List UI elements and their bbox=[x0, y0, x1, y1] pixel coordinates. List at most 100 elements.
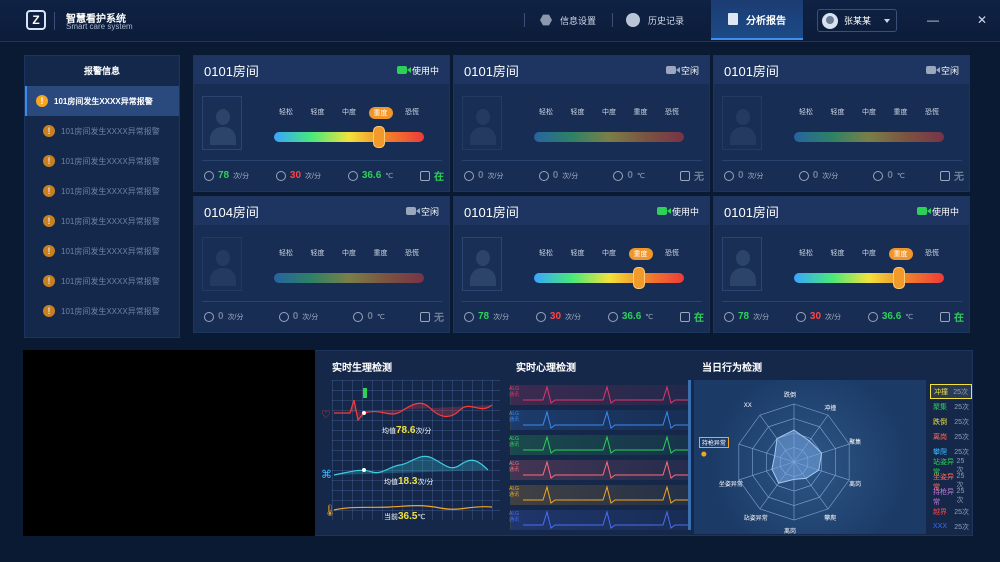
ecg-wave bbox=[523, 435, 691, 454]
room-name: 0104房间 bbox=[204, 204, 259, 220]
level-label: 中度 bbox=[602, 250, 616, 257]
behavior-item[interactable]: 站姿异常 25次 bbox=[930, 458, 972, 476]
history-icon bbox=[626, 13, 640, 27]
close-button[interactable]: ✕ bbox=[976, 13, 988, 27]
heart-rate: 0 次/分 bbox=[724, 170, 764, 181]
level-label: 重度 bbox=[888, 248, 913, 260]
heart-rate: 0 次/分 bbox=[204, 311, 244, 322]
alarm-item[interactable]: ! 101房间发生XXXX异常报警 bbox=[25, 236, 179, 266]
behavior-item[interactable]: 坐姿异常 25次 bbox=[930, 473, 972, 491]
nav-history[interactable]: 历史记录 bbox=[626, 0, 684, 40]
ecg-tag: ALG 通讯 bbox=[509, 461, 520, 473]
app-logo: Z bbox=[26, 10, 46, 30]
stress-bar bbox=[274, 126, 424, 148]
behavior-count: 25次 bbox=[956, 458, 965, 474]
ecg-wave bbox=[523, 385, 691, 404]
ecg-wave bbox=[523, 460, 691, 479]
ecg-row: ALG 通讯 bbox=[509, 485, 691, 505]
alarm-item[interactable]: ! 101房间发生XXXX异常报警 bbox=[25, 176, 179, 206]
room-card[interactable]: 0101房间 使用中 轻松 轻度 中度 重度 恐慌 78 次/分 30 次/分 36.6 ℃ 在 bbox=[713, 196, 970, 333]
vitals-row: 78 次/分 30 次/分 36.6 ℃ 在 bbox=[724, 309, 964, 324]
behavior-item[interactable]: 越界 25次 bbox=[930, 504, 972, 519]
behavior-item[interactable]: 持枪异常 25次 bbox=[930, 488, 972, 506]
alarm-text: 101房间发生XXXX异常报警 bbox=[61, 306, 160, 316]
warning-icon: ! bbox=[43, 125, 55, 137]
alarm-panel: 报警信息 ! 101房间发生XXXX异常报警! 101房间发生XXXX异常报警! 10… bbox=[24, 55, 180, 338]
room-header: 0101房间 空闲 bbox=[714, 56, 969, 84]
level-label: 中度 bbox=[602, 109, 616, 116]
alarm-item[interactable]: ! 101房间发生XXXX异常报警 bbox=[25, 206, 179, 236]
physio-title: 实时生理检测 bbox=[332, 363, 392, 374]
vitals-row: 0 次/分 0 次/分 0 ℃ 无 bbox=[204, 309, 444, 324]
alarm-item[interactable]: ! 101房间发生XXXX异常报警 bbox=[25, 86, 179, 116]
room-card[interactable]: 0101房间 空闲 轻松 轻度 中度 重度 恐慌 0 次/分 0 次/分 0 ℃ 无 bbox=[453, 55, 710, 192]
level-label: 中度 bbox=[862, 109, 876, 116]
behavior-item[interactable]: 攀爬 25次 bbox=[930, 444, 972, 459]
level-label: 恐慌 bbox=[925, 109, 939, 116]
lungs-icon bbox=[795, 311, 806, 322]
alarm-text: 101房间发生XXXX异常报警 bbox=[61, 246, 160, 256]
level-label: 轻度 bbox=[310, 250, 325, 257]
radar-axis-label: 坐姿异常 bbox=[718, 482, 743, 489]
nav-analysis-report[interactable]: 分析报告 bbox=[711, 0, 803, 40]
level-label: 轻度 bbox=[570, 250, 585, 257]
respiration-rate: 0 次/分 bbox=[798, 170, 838, 181]
heart-rate: 78 次/分 bbox=[724, 311, 769, 322]
nav-divider bbox=[612, 13, 613, 27]
behavior-item[interactable]: XXX 25次 bbox=[930, 519, 972, 534]
behavior-name: XXX bbox=[933, 523, 948, 530]
alarm-list: ! 101房间发生XXXX异常报警! 101房间发生XXXX异常报警! 101房间发生… bbox=[25, 86, 179, 326]
level-label: 轻松 bbox=[279, 250, 293, 257]
level-label: 重度 bbox=[368, 107, 393, 119]
alarm-item[interactable]: ! 101房间发生XXXX异常报警 bbox=[25, 116, 179, 146]
alarm-item[interactable]: ! 101房间发生XXXX异常报警 bbox=[25, 266, 179, 296]
room-status: 空闲 bbox=[405, 205, 439, 218]
lungs-icon bbox=[278, 311, 289, 322]
lungs-icon bbox=[275, 170, 286, 181]
camera-icon bbox=[396, 66, 411, 74]
alarm-item[interactable]: ! 101房间发生XXXX异常报警 bbox=[25, 146, 179, 176]
app-title: 智慧看护系统 bbox=[66, 14, 126, 25]
ecg-tag: ALG 通讯 bbox=[509, 411, 520, 423]
user-menu[interactable]: 张某某 bbox=[817, 9, 897, 32]
alarm-item[interactable]: ! 101房间发生XXXX异常报警 bbox=[25, 296, 179, 326]
stress-slider-knob bbox=[633, 267, 645, 289]
behavior-item[interactable]: 聚集 25次 bbox=[930, 399, 972, 414]
room-card[interactable]: 0101房间 使用中 轻松 轻度 中度 重度 恐慌 78 次/分 30 次/分 36.6 ℃ 在 bbox=[193, 55, 450, 192]
behavior-name: 坐姿异常 bbox=[933, 473, 954, 491]
ecg-tag: ALG 通讯 bbox=[509, 436, 520, 448]
room-card[interactable]: 0101房间 使用中 轻松 轻度 中度 重度 恐慌 78 次/分 30 次/分 36.6 ℃ 在 bbox=[453, 196, 710, 333]
alarm-text: 101房间发生XXXX异常报警 bbox=[61, 156, 160, 166]
video-feed[interactable] bbox=[23, 350, 315, 536]
level-label: 重度 bbox=[893, 109, 908, 116]
bed-status: 在 bbox=[939, 309, 964, 324]
ecg-tag: ALG 通讯 bbox=[509, 386, 520, 398]
room-status: 使用中 bbox=[916, 205, 959, 218]
stress-bar bbox=[534, 132, 684, 142]
ecg-row: ALG 通讯 bbox=[509, 385, 691, 405]
radar-highlight-point bbox=[701, 451, 707, 457]
behavior-count: 25次 bbox=[954, 433, 969, 441]
heart-scrollbar[interactable] bbox=[688, 380, 691, 530]
behavior-item[interactable]: 冲撞 25次 bbox=[930, 384, 972, 399]
room-card[interactable]: 0104房间 空闲 轻松 轻度 中度 重度 恐慌 0 次/分 0 次/分 0 ℃ 无 bbox=[193, 196, 450, 333]
behavior-radar bbox=[701, 403, 850, 521]
room-card[interactable]: 0101房间 空闲 轻松 轻度 中度 重度 恐慌 0 次/分 0 次/分 0 ℃ 无 bbox=[713, 55, 970, 192]
level-label: 轻松 bbox=[539, 250, 553, 257]
warning-icon: ! bbox=[43, 185, 55, 197]
vitals-row: 78 次/分 30 次/分 36.6 ℃ 在 bbox=[204, 168, 444, 183]
behavior-item[interactable]: 离岗 25次 bbox=[930, 429, 972, 444]
chevron-down-icon bbox=[884, 19, 890, 23]
ecg-row: ALG 通讯 bbox=[509, 510, 691, 530]
temperature: 36.6 ℃ bbox=[867, 311, 913, 322]
resident-photo-placeholder bbox=[202, 96, 242, 150]
heart-avg: 均值78.6次/分 bbox=[382, 425, 432, 436]
lungs-icon bbox=[798, 170, 809, 181]
alarm-panel-title: 报警信息 bbox=[83, 66, 120, 76]
nav-info-settings[interactable]: 信息设置 bbox=[540, 0, 596, 40]
temperature: 0 ℃ bbox=[353, 311, 385, 322]
room-status: 空闲 bbox=[665, 64, 699, 77]
minimize-button[interactable]: — bbox=[927, 13, 939, 27]
behavior-item[interactable]: 跌倒 25次 bbox=[930, 414, 972, 429]
room-name: 0101房间 bbox=[464, 63, 519, 79]
